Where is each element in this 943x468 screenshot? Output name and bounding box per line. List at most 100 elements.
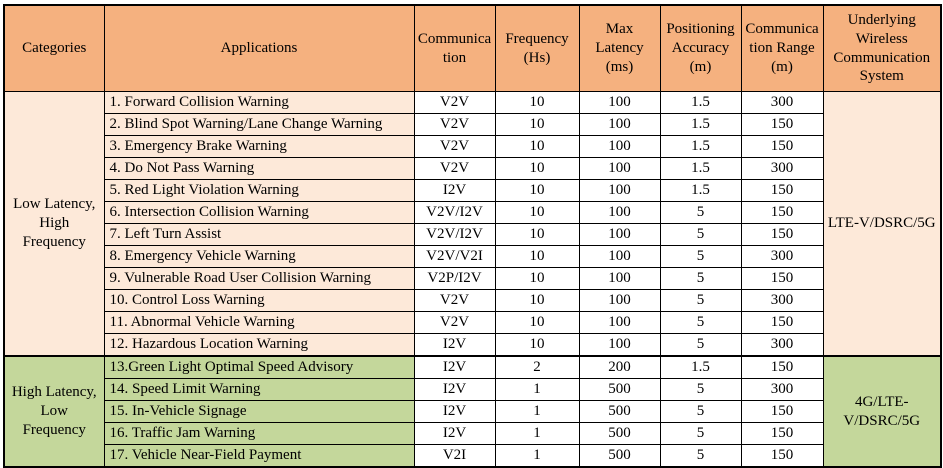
table-row: 8. Emergency Vehicle Warning V2V/V2I 10 100… (4, 245, 941, 268)
max-latency-cell: 100 (578, 157, 661, 180)
max-latency-cell: 100 (578, 223, 661, 246)
frequency-cell: 10 (494, 333, 580, 357)
max-latency-cell: 100 (578, 113, 661, 136)
table-body: Low Latency, High Frequency 1. Forward Co… (3, 91, 942, 468)
wireless-system-cell: LTE-V/DSRC/5G (822, 91, 942, 357)
frequency-cell: 1 (494, 378, 580, 401)
communication-cell: V2I (413, 444, 496, 468)
communication-range-cell: 300 (740, 289, 824, 312)
positioning-accuracy-cell: 5 (659, 378, 742, 401)
max-latency-cell: 100 (578, 289, 661, 312)
frequency-cell: 10 (494, 113, 580, 136)
column-header-wireless-system: Underlying Wireless Communication System (822, 4, 942, 92)
positioning-accuracy-cell: 1.5 (659, 157, 742, 180)
application-cell: 12. Hazardous Location Warning (103, 333, 415, 357)
max-latency-cell: 500 (578, 422, 661, 445)
communication-cell: I2V (413, 333, 496, 357)
application-cell: 9. Vulnerable Road User Collision Warnin… (103, 267, 415, 290)
application-cell: 5. Red Light Violation Warning (103, 179, 415, 202)
frequency-cell: 10 (494, 267, 580, 290)
communication-range-cell: 150 (740, 355, 824, 379)
table-row: 14. Speed Limit Warning I2V 1 500 5 300 (4, 378, 941, 401)
application-cell: 10. Control Loss Warning (103, 289, 415, 312)
communication-range-cell: 300 (740, 91, 824, 114)
positioning-accuracy-cell: 1.5 (659, 113, 742, 136)
positioning-accuracy-cell: 5 (659, 223, 742, 246)
category-cell: High Latency, Low Frequency (3, 355, 105, 468)
positioning-accuracy-cell: 1.5 (659, 91, 742, 114)
communication-range-cell: 150 (740, 311, 824, 334)
table-row: 11. Abnormal Vehicle Warning V2V 10 100 5 150 (4, 311, 941, 334)
table-row: 12. Hazardous Location Warning I2V 10 100 5 3… (4, 333, 941, 357)
positioning-accuracy-cell: 1.5 (659, 135, 742, 158)
column-header-communication: Communication (413, 4, 496, 92)
communication-range-cell: 150 (740, 400, 824, 423)
communication-cell: V2V/I2V (413, 223, 496, 246)
communication-cell: V2V (413, 135, 496, 158)
communication-cell: V2V/V2I (413, 245, 496, 268)
communication-range-cell: 150 (740, 201, 824, 224)
frequency-cell: 10 (494, 91, 580, 114)
communication-range-cell: 150 (740, 444, 824, 468)
frequency-cell: 10 (494, 201, 580, 224)
application-cell: 16. Traffic Jam Warning (103, 422, 415, 445)
frequency-cell: 2 (494, 355, 580, 379)
frequency-cell: 10 (494, 311, 580, 334)
application-cell: 2. Blind Spot Warning/Lane Change Warnin… (103, 113, 415, 136)
positioning-accuracy-cell: 5 (659, 289, 742, 312)
max-latency-cell: 100 (578, 333, 661, 357)
frequency-cell: 10 (494, 179, 580, 202)
max-latency-cell: 100 (578, 245, 661, 268)
table-row: 16. Traffic Jam Warning I2V 1 500 5 150 (4, 422, 941, 445)
table-row: 3. Emergency Brake Warning V2V 10 100 1.5 150 (4, 135, 941, 158)
positioning-accuracy-cell: 5 (659, 333, 742, 357)
communication-cell: I2V (413, 179, 496, 202)
application-cell: 3. Emergency Brake Warning (103, 135, 415, 158)
table-row: 4. Do Not Pass Warning V2V 10 100 1.5 300 (4, 157, 941, 180)
communication-cell: V2V (413, 113, 496, 136)
positioning-accuracy-cell: 1.5 (659, 179, 742, 202)
table-row: 17. Vehicle Near-Field Payment V2I 1 500 5 15… (4, 444, 941, 468)
communication-range-cell: 300 (740, 157, 824, 180)
communication-range-cell: 150 (740, 113, 824, 136)
application-cell: 17. Vehicle Near-Field Payment (103, 444, 415, 468)
communication-range-cell: 150 (740, 267, 824, 290)
positioning-accuracy-cell: 5 (659, 311, 742, 334)
frequency-cell: 10 (494, 157, 580, 180)
frequency-cell: 1 (494, 444, 580, 468)
frequency-cell: 10 (494, 245, 580, 268)
max-latency-cell: 100 (578, 311, 661, 334)
table-row: 9. Vulnerable Road User Collision Warnin… (4, 267, 941, 290)
application-cell: 15. In-Vehicle Signage (103, 400, 415, 423)
table-row: 10. Control Loss Warning V2V 10 100 5 300 (4, 289, 941, 312)
header-row: Categories Applications Communication Fr… (3, 4, 942, 92)
communication-cell: V2V (413, 289, 496, 312)
max-latency-cell: 500 (578, 378, 661, 401)
table-row: 5. Red Light Violation Warning I2V 10 100 1.… (4, 179, 941, 202)
communication-range-cell: 300 (740, 245, 824, 268)
table-row: High Latency, Low Frequency 13.Green Ligh… (3, 355, 942, 468)
application-cell: 11. Abnormal Vehicle Warning (103, 311, 415, 334)
table-row: 6. Intersection Collision Warning V2V/I2V… (4, 201, 941, 224)
positioning-accuracy-cell: 5 (659, 444, 742, 468)
column-header-positioning-accuracy: Positioning Accuracy (m) (659, 4, 742, 92)
communication-range-cell: 300 (740, 333, 824, 357)
wireless-system-cell: 4G/LTE-V/DSRC/5G (822, 355, 942, 468)
communication-range-cell: 150 (740, 135, 824, 158)
positioning-accuracy-cell: 5 (659, 245, 742, 268)
max-latency-cell: 100 (578, 91, 661, 114)
table-row: 15. In-Vehicle Signage I2V 1 500 5 150 (4, 400, 941, 423)
application-cell: 6. Intersection Collision Warning (103, 201, 415, 224)
communication-cell: V2V (413, 311, 496, 334)
category-cell: Low Latency, High Frequency (3, 91, 105, 357)
communication-cell: V2V (413, 91, 496, 114)
table-row: Low Latency, High Frequency 1. Forward Co… (3, 91, 942, 357)
table-row: 7. Left Turn Assist V2V/I2V 10 100 5 150 (4, 223, 941, 246)
positioning-accuracy-cell: 5 (659, 201, 742, 224)
column-header-frequency: Frequency (Hs) (494, 4, 580, 92)
frequency-cell: 1 (494, 400, 580, 423)
max-latency-cell: 500 (578, 400, 661, 423)
application-cell: 14. Speed Limit Warning (103, 378, 415, 401)
frequency-cell: 10 (494, 223, 580, 246)
application-cell: 4. Do Not Pass Warning (103, 157, 415, 180)
